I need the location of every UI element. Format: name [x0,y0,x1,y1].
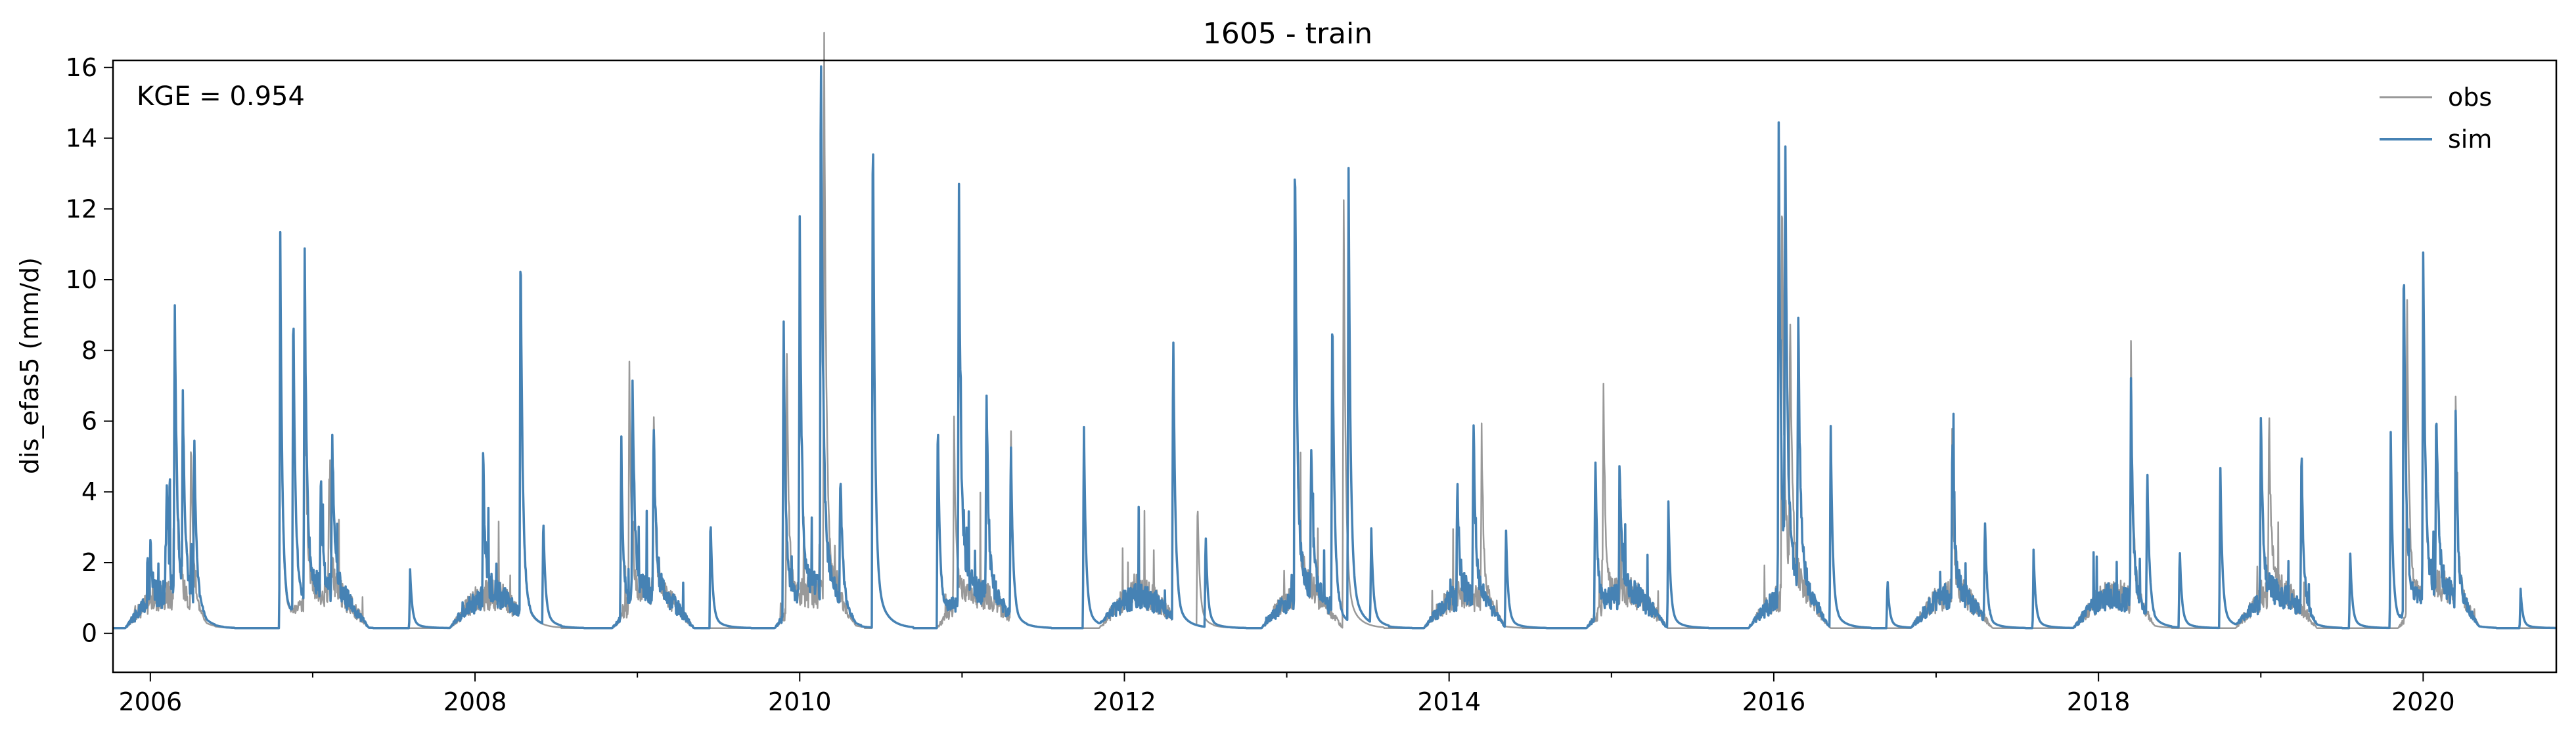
chart-title: 1605 - train [1203,17,1372,51]
x-tick-label: 2012 [1093,687,1156,716]
plot-frame [112,59,2558,674]
series-layer [112,32,2557,630]
x-axis-ticks: 2006 2008 2010 2012 2014 2016 2018 2020 [118,672,2455,716]
y-tick-label: 0 [81,619,97,648]
x-tick-label: 2018 [2067,687,2131,716]
kge-annotation: KGE = 0.954 [137,81,305,112]
x-tick-label: 2016 [1742,687,1806,716]
legend: obs sim [2380,83,2492,154]
legend-label-sim: sim [2448,125,2492,154]
series-line-sim [112,65,2557,630]
x-tick-label: 2006 [118,687,182,716]
y-tick-label: 12 [66,194,97,223]
y-tick-label: 4 [81,477,97,506]
x-tick-label: 2014 [1417,687,1481,716]
y-axis-label: dis_efas5 (mm/d) [15,257,44,474]
y-tick-label: 10 [66,265,97,294]
legend-label-obs: obs [2448,83,2492,112]
y-tick-label: 16 [66,53,97,82]
y-tick-label: 6 [81,407,97,436]
y-tick-label: 14 [66,124,97,153]
y-axis-ticks: 0 2 4 6 8 10 12 14 16 [66,53,113,648]
x-tick-label: 2010 [768,687,832,716]
y-tick-label: 2 [81,548,97,577]
x-tick-label: 2008 [443,687,507,716]
y-tick-label: 8 [81,336,97,365]
x-tick-label: 2020 [2391,687,2455,716]
